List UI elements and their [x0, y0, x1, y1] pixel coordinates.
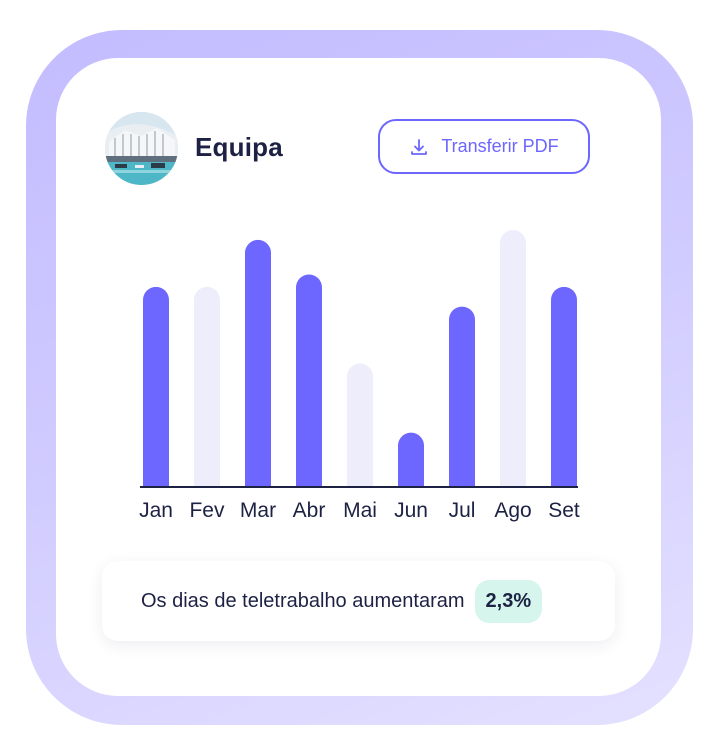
summary-note: Os dias de teletrabalho aumentaram 2,3%: [102, 561, 615, 641]
bar-mai: [347, 363, 373, 487]
team-photo-avatar-icon: [105, 112, 178, 185]
download-pdf-label: Transferir PDF: [441, 136, 559, 156]
x-tick-label: Set: [548, 499, 580, 522]
x-tick-label: Jul: [449, 499, 476, 522]
bar-mar: [245, 239, 271, 487]
team-card: Equipa Transferir PDF Jan Fev Mar Abr Mai Jun…: [56, 58, 661, 696]
summary-badge: 2,3%: [474, 579, 543, 623]
bar-ago: [500, 230, 526, 487]
x-tick-label: Mai: [343, 499, 377, 522]
download-icon: [409, 137, 429, 157]
bar-jan: [143, 286, 169, 487]
team-avatar: [105, 112, 178, 185]
bar-abr: [296, 274, 322, 487]
bar-jul: [449, 306, 475, 487]
bar-set: [551, 286, 577, 487]
x-tick-label: Fev: [189, 499, 225, 522]
summary-text: Os dias de teletrabalho aumentaram: [141, 589, 465, 612]
download-pdf-button[interactable]: Transferir PDF: [378, 119, 590, 174]
x-tick-label: Jun: [394, 499, 428, 522]
x-tick-label: Mar: [240, 499, 276, 522]
x-tick-label: Jan: [139, 499, 173, 522]
x-tick-label: Abr: [293, 499, 326, 522]
attendance-bar-chart: Jan Fev Mar Abr Mai Jun Jul Ago Set: [139, 230, 580, 522]
bar-jun: [398, 432, 424, 487]
team-name: Equipa: [195, 132, 283, 162]
x-tick-label: Ago: [494, 499, 531, 522]
bar-fev: [194, 286, 220, 487]
